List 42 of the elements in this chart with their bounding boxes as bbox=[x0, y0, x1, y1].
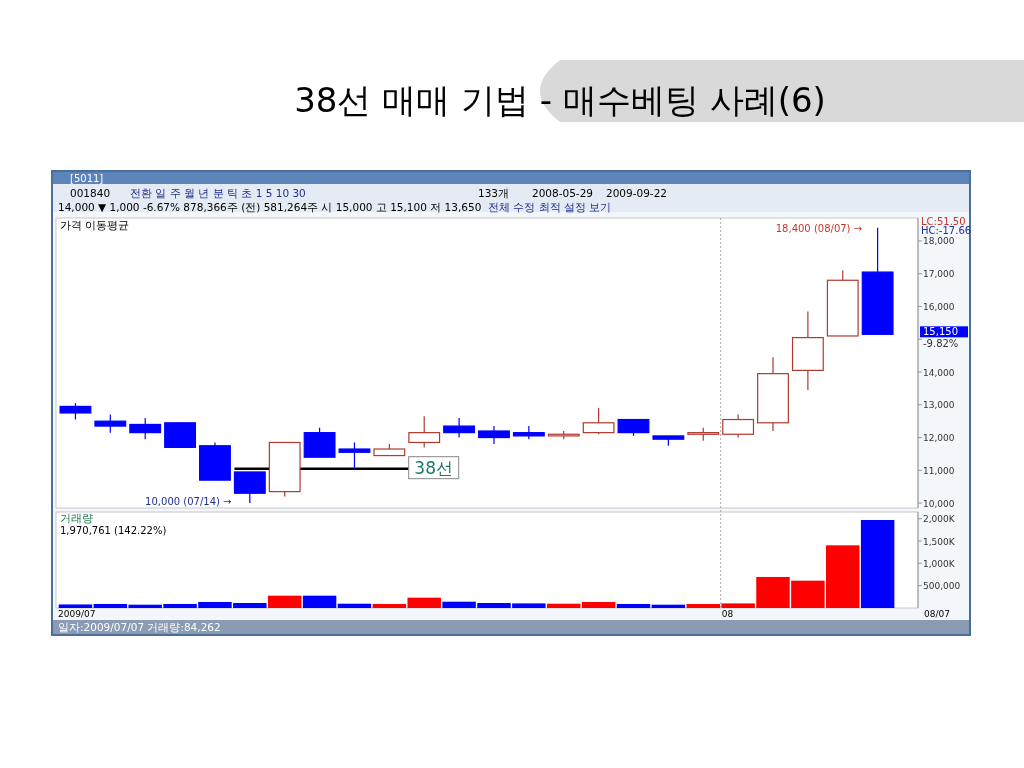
text: 15,150 bbox=[923, 326, 958, 338]
y-tick-label: 11,000 bbox=[923, 465, 955, 476]
chart-title: 38선 매매 기법 - 매수베팅 사례(6) bbox=[294, 80, 826, 120]
text: 08/07 bbox=[924, 609, 950, 619]
y-tick-label: 1,000K bbox=[923, 558, 956, 569]
text: 001840 bbox=[70, 187, 111, 199]
y-tick-label: 12,000 bbox=[923, 433, 955, 444]
annotation: 1,970,761 (142.22%) bbox=[60, 525, 167, 536]
bar bbox=[860, 520, 895, 608]
y-tick-label: 13,000 bbox=[923, 400, 955, 411]
text: 133개 bbox=[478, 187, 510, 199]
text: 전환 일 주 월 년 분 틱 초 1 5 10 30 bbox=[130, 187, 306, 199]
annotation: 가격 이동평균 bbox=[60, 219, 130, 232]
bar bbox=[302, 595, 337, 608]
bar bbox=[616, 603, 651, 608]
y-tick-label: 18,000 bbox=[923, 236, 955, 247]
y-tick-label: 16,000 bbox=[923, 301, 955, 312]
text: 2008-05-29 bbox=[532, 187, 594, 199]
annotation: 18,400 (08/07) → bbox=[775, 223, 863, 234]
text: LC:51.50 bbox=[921, 216, 966, 227]
y-tick-label: 1,500K bbox=[923, 536, 956, 547]
text: -9.82% bbox=[923, 338, 959, 350]
text: 2009/07 bbox=[58, 609, 96, 619]
y-tick-label: 10,000 bbox=[923, 498, 955, 509]
bar bbox=[58, 604, 93, 608]
y-tick-label: 14,000 bbox=[923, 367, 955, 378]
text: 일자:2009/07/07 거래량:84,262 bbox=[58, 621, 221, 633]
y-tick-label: 17,000 bbox=[923, 269, 955, 280]
text: 전체 수정 최적 설정 보기 bbox=[488, 201, 612, 213]
y-tick-label: 500,000 bbox=[923, 581, 961, 592]
text: 2009-09-22 bbox=[606, 187, 668, 199]
bar bbox=[267, 595, 302, 608]
y-tick-label: 2,000K bbox=[923, 514, 956, 525]
text: 14,000 ▼ 1,000 -6.67% 878,366주 (전) 581,264주 시 15,000 고 15,100 저 13,650 bbox=[58, 201, 482, 213]
annotation: 10,000 (07/14) → bbox=[145, 496, 232, 507]
text: [5011] bbox=[70, 173, 104, 184]
text: 08 bbox=[721, 609, 734, 619]
bar bbox=[337, 603, 372, 608]
bar bbox=[581, 601, 616, 608]
chart-title: 거래량 bbox=[60, 512, 93, 525]
bar bbox=[546, 603, 581, 608]
ref-line-label: 38선 bbox=[414, 457, 454, 478]
